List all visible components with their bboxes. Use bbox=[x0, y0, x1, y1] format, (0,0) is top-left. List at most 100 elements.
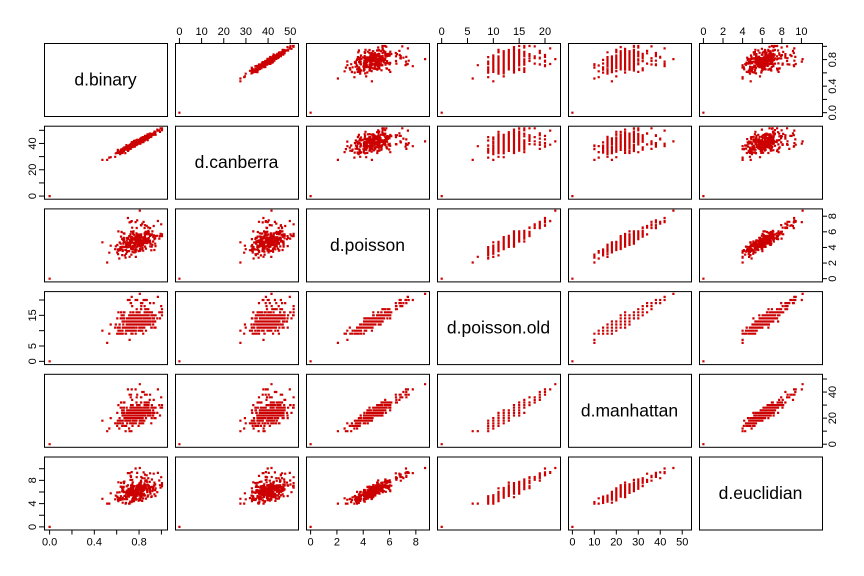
x-axis-top-d.euclidian: 0 2 4 6 8 10 bbox=[700, 26, 808, 43]
scatter-points bbox=[702, 127, 804, 198]
tick-label: 0 bbox=[27, 358, 39, 364]
y-axis-left-d.poisson.old: 0 5 15 bbox=[27, 299, 44, 364]
panel-frame bbox=[175, 125, 299, 200]
panel-d.binary-vs-d.poisson.old bbox=[437, 43, 561, 117]
scatter-points bbox=[440, 466, 557, 528]
tick-label: 20 bbox=[27, 164, 39, 176]
tick-label: 5 bbox=[464, 26, 470, 38]
tick-label: 40 bbox=[654, 537, 666, 549]
panel-d.canberra-vs-d.euclidian bbox=[699, 125, 823, 200]
tick-label: 0 bbox=[27, 524, 39, 530]
variable-label-d.euclidian: d.euclidian bbox=[719, 483, 803, 503]
scatter-points bbox=[178, 292, 295, 363]
tick-label: 20 bbox=[610, 537, 622, 549]
diag-panel-d.poisson.old: d.poisson.old bbox=[437, 291, 561, 366]
tick-label: 10 bbox=[487, 26, 499, 38]
tick-label: 15 bbox=[513, 26, 525, 38]
panel-frame bbox=[568, 125, 692, 200]
tick-label: 10 bbox=[195, 26, 207, 38]
tick-label: 0 bbox=[827, 441, 839, 447]
panel-d.canberra-vs-d.poisson.old bbox=[437, 125, 561, 200]
diag-panel-d.canberra: d.canberra bbox=[175, 125, 299, 200]
variable-label-d.manhattan: d.manhattan bbox=[581, 400, 678, 420]
tick-label: 2 bbox=[827, 260, 839, 266]
scatter-points bbox=[309, 127, 427, 198]
y-axis-left-d.canberra: 0 20 40 bbox=[27, 129, 44, 199]
panel-d.poisson-vs-d.canberra bbox=[175, 208, 299, 283]
tick-label: 0.0 bbox=[42, 537, 57, 549]
panel-frame bbox=[437, 43, 561, 117]
tick-label: 0.4 bbox=[827, 78, 839, 93]
x-axis-bottom-d.manhattan: 0 10 20 30 40 50 bbox=[569, 529, 688, 549]
y-axis-left-d.euclidian: 0 4 8 bbox=[27, 468, 44, 530]
tick-label: 4 bbox=[740, 26, 746, 38]
panel-d.euclidian-vs-d.canberra bbox=[175, 456, 299, 531]
panel-d.poisson-vs-d.euclidian bbox=[699, 208, 823, 283]
tick-label: 40 bbox=[27, 137, 39, 149]
panel-d.manhattan-vs-d.euclidian bbox=[699, 373, 823, 448]
scatter-points bbox=[48, 292, 164, 363]
tick-label: 0 bbox=[700, 26, 706, 38]
panel-frame bbox=[306, 43, 430, 117]
x-axis-bottom-d.poisson: 0 2 4 6 8 bbox=[308, 529, 419, 549]
panel-frame bbox=[175, 208, 299, 283]
panel-d.canberra-vs-d.manhattan bbox=[568, 125, 692, 200]
panel-d.manhattan-vs-d.poisson.old bbox=[437, 373, 561, 448]
diag-panel-d.binary: d.binary bbox=[44, 43, 168, 117]
panel-d.euclidian-vs-d.binary bbox=[44, 456, 168, 531]
tick-label: 0 bbox=[827, 276, 839, 282]
panel-d.euclidian-vs-d.poisson.old bbox=[437, 456, 561, 531]
scatter-points bbox=[48, 127, 164, 198]
scatter-points bbox=[702, 383, 804, 446]
scatter-points bbox=[309, 44, 427, 114]
panel-frame bbox=[44, 456, 168, 531]
panel-frame bbox=[568, 373, 692, 448]
tick-label: 0.8 bbox=[827, 52, 839, 67]
panel-frame bbox=[699, 125, 823, 200]
scatter-points bbox=[440, 209, 557, 280]
panel-frame bbox=[44, 291, 168, 366]
panel-d.poisson-vs-d.manhattan bbox=[568, 208, 692, 283]
scatter-points bbox=[440, 127, 557, 198]
panel-d.binary-vs-d.manhattan bbox=[568, 43, 692, 117]
panel-d.poisson.old-vs-d.poisson bbox=[306, 291, 430, 366]
panel-frame bbox=[44, 208, 168, 283]
panel-d.canberra-vs-d.poisson bbox=[306, 125, 430, 200]
variable-label-d.canberra: d.canberra bbox=[195, 152, 279, 172]
tick-label: 0 bbox=[27, 193, 39, 199]
panel-d.euclidian-vs-d.manhattan bbox=[568, 456, 692, 531]
panel-d.poisson.old-vs-d.euclidian bbox=[699, 291, 823, 366]
panel-d.poisson.old-vs-d.manhattan bbox=[568, 291, 692, 366]
tick-label: 40 bbox=[827, 386, 839, 398]
diag-panel-d.manhattan: d.manhattan bbox=[568, 373, 692, 448]
tick-label: 40 bbox=[262, 26, 274, 38]
panel-d.poisson.old-vs-d.canberra bbox=[175, 291, 299, 366]
tick-label: 0.4 bbox=[87, 537, 102, 549]
panel-d.poisson.old-vs-d.binary bbox=[44, 291, 168, 366]
scatter-points bbox=[571, 466, 675, 528]
diag-panel-d.poisson: d.poisson bbox=[306, 208, 430, 283]
tick-label: 10 bbox=[588, 537, 600, 549]
variable-label-d.binary: d.binary bbox=[74, 70, 137, 90]
panel-frame bbox=[306, 125, 430, 200]
tick-label: 2 bbox=[720, 26, 726, 38]
panel-d.binary-vs-d.poisson bbox=[306, 43, 430, 117]
scatter-points bbox=[702, 44, 804, 114]
tick-label: 0 bbox=[308, 537, 314, 549]
panel-d.binary-vs-d.canberra bbox=[175, 43, 299, 117]
scatter-points bbox=[48, 209, 164, 280]
tick-label: 6 bbox=[386, 537, 392, 549]
panel-frame bbox=[306, 456, 430, 531]
x-axis-top-d.canberra: 0 10 20 30 40 50 bbox=[176, 26, 296, 43]
tick-label: 8 bbox=[779, 26, 785, 38]
tick-label: 0 bbox=[176, 26, 182, 38]
tick-label: 6 bbox=[827, 229, 839, 235]
scatter-points bbox=[440, 383, 557, 446]
tick-label: 0 bbox=[569, 537, 575, 549]
panel-d.manhattan-vs-d.canberra bbox=[175, 373, 299, 448]
scatter-points bbox=[178, 44, 295, 114]
panel-d.canberra-vs-d.binary bbox=[44, 125, 168, 200]
tick-label: 2 bbox=[334, 537, 340, 549]
